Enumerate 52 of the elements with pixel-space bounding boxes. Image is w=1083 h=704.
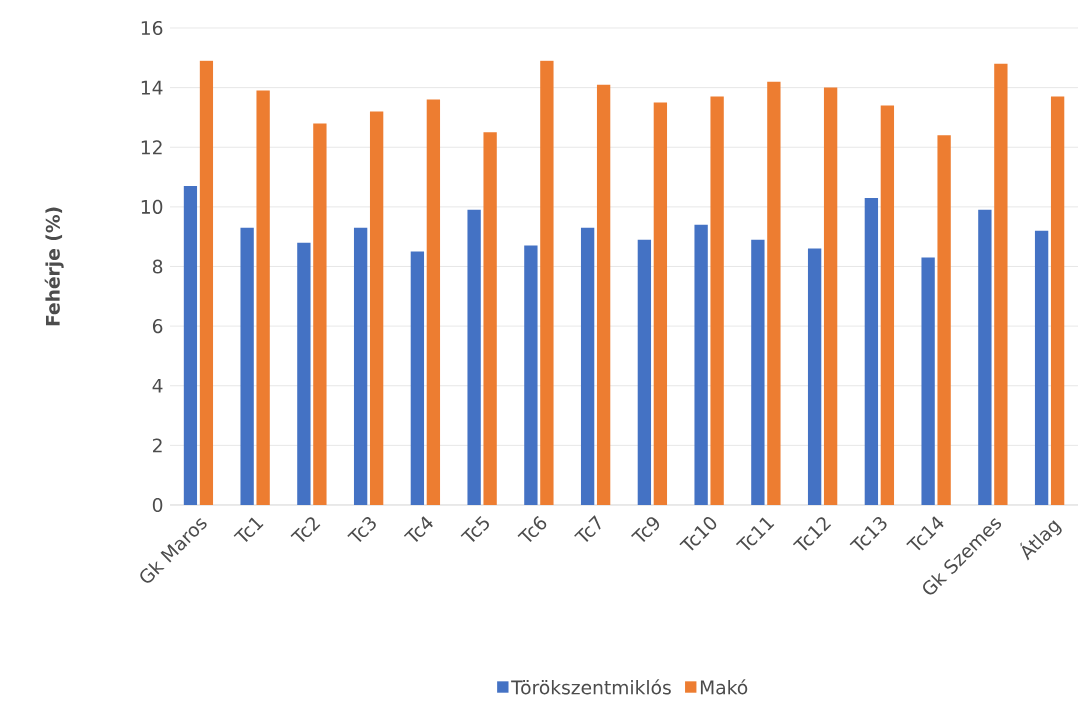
x-tick-label: Tc3 (347, 516, 376, 543)
y-tick-label: 8 (152, 259, 163, 274)
bar (637, 239, 652, 505)
bar (369, 111, 384, 505)
legend-label: Makó (700, 679, 748, 695)
y-tick-label: 16 (141, 20, 163, 36)
bar (1034, 230, 1049, 505)
y-tick-label: 6 (152, 319, 163, 334)
bar (540, 60, 554, 505)
bar (767, 81, 781, 505)
bar (807, 248, 822, 505)
x-tick-label: Tc2 (290, 517, 321, 543)
bar (937, 135, 951, 505)
bar (694, 224, 708, 505)
y-tick-label: 0 (152, 497, 163, 513)
y-tick-label: 10 (141, 199, 163, 214)
x-tick-label: Tc7 (574, 515, 601, 542)
bar (353, 227, 368, 505)
bar (653, 102, 668, 505)
bar (240, 227, 254, 505)
y-tick-label: 14 (141, 80, 163, 95)
bar (410, 251, 425, 505)
x-tick-label: Tc5 (460, 516, 489, 542)
x-tick-label: Tc9 (631, 517, 660, 543)
bar (183, 186, 198, 505)
bar (596, 84, 611, 505)
y-tick-label: 2 (153, 438, 162, 453)
x-tick-label: Tc1 (233, 517, 264, 542)
bar (524, 245, 538, 505)
y-tick-label: 4 (152, 378, 163, 393)
bar (467, 209, 481, 505)
bar (199, 60, 214, 505)
bar (483, 132, 497, 505)
bar (710, 96, 724, 505)
bar (864, 197, 879, 505)
bar (751, 239, 765, 505)
legend-label: Törökszentmiklós (511, 679, 671, 695)
x-tick-label: Tc6 (517, 515, 547, 543)
bar (580, 227, 595, 505)
bar (313, 123, 327, 505)
bar (1050, 96, 1065, 505)
y-tick-label: 12 (141, 140, 162, 155)
x-tick-label: Tc4 (403, 516, 433, 542)
bar (921, 257, 935, 505)
bar (823, 87, 838, 505)
bar (978, 209, 992, 505)
bar (426, 99, 441, 505)
bar (880, 105, 895, 505)
bar (256, 90, 270, 505)
y-axis-title: Fehérje (%) (44, 207, 64, 326)
bar (994, 63, 1008, 505)
bar (297, 242, 311, 505)
